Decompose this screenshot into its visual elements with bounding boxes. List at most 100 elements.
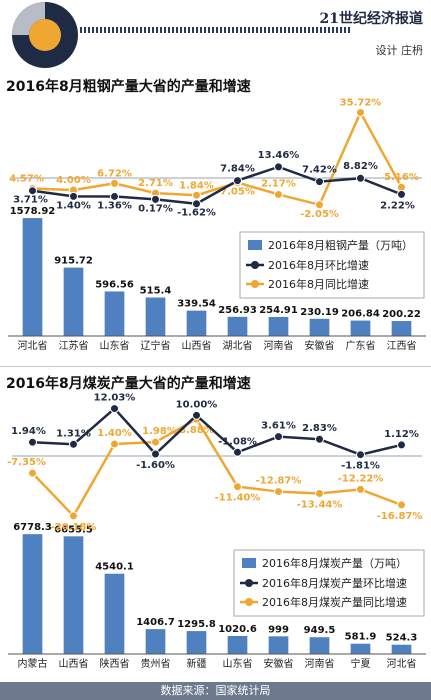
mom-value-label: 2.22%: [380, 200, 415, 211]
yoy-value-label: 4.00%: [56, 175, 91, 186]
mom-value-label: 13.46%: [258, 150, 300, 161]
bar: [22, 534, 43, 654]
mom-value-label: 1.31%: [56, 428, 91, 439]
bar: [227, 316, 248, 336]
header-stripe: [80, 27, 350, 33]
category-label: 辽宁省: [141, 339, 171, 352]
mom-point: [69, 191, 78, 201]
yoy-value-label: -2.05%: [300, 209, 339, 220]
bar-value-label: 999: [268, 624, 289, 635]
bar: [63, 536, 84, 654]
mom-value-label: 1.40%: [56, 200, 91, 211]
yoy-point: [69, 511, 78, 521]
yoy-value-label: 1.98%: [142, 426, 177, 437]
mom-line: [32, 407, 402, 456]
yoy-point: [110, 178, 119, 188]
legend-line-label: 2016年8月环比增速: [268, 258, 369, 272]
legend-marker-swatch: [245, 598, 253, 606]
mom-value-label: 0.17%: [138, 203, 173, 214]
bar-value-label: 1578.92: [10, 206, 56, 217]
mom-value-label: 7.42%: [302, 165, 337, 176]
yoy-point: [274, 487, 283, 497]
mom-value-label: 1.94%: [11, 426, 46, 437]
yoy-point: [315, 200, 324, 210]
bar-value-label: 949.5: [304, 625, 336, 636]
yoy-value-label: 2.71%: [138, 178, 173, 189]
legend-bar-swatch: [242, 558, 256, 568]
bar: [350, 320, 371, 336]
yoy-line: [32, 111, 403, 207]
category-label: 贵州省: [141, 657, 171, 670]
category-label: 江苏省: [59, 339, 89, 352]
legend-line-label: 2016年8月同比增速: [268, 277, 369, 291]
yoy-point: [28, 468, 37, 478]
bar: [309, 637, 330, 654]
category-label: 山西省: [182, 339, 212, 352]
mom-value-label: 2.83%: [302, 423, 337, 434]
legend-box: [239, 231, 425, 299]
yoy-value-label: -13.44%: [297, 499, 343, 510]
category-label: 河南省: [264, 339, 294, 352]
masthead: 21世纪经济报道: [319, 11, 423, 27]
mom-line: [32, 165, 402, 205]
category-label: 湖北省: [223, 339, 253, 352]
mom-point: [28, 437, 37, 447]
yoy-value-label: -11.40%: [215, 493, 261, 504]
mom-value-label: 7.84%: [220, 164, 255, 175]
bar-value-label: 200.22: [382, 309, 421, 320]
yoy-point: [110, 439, 119, 449]
category-label: 广东省: [346, 339, 376, 352]
bar: [63, 267, 84, 336]
category-label: 内蒙古: [18, 657, 48, 670]
mom-point: [397, 440, 406, 450]
bar: [186, 310, 207, 336]
mom-point: [315, 434, 324, 444]
yoy-value-label: 4.57%: [9, 174, 44, 185]
mom-point: [356, 173, 365, 183]
category-label: 江西省: [387, 339, 417, 352]
category-label: 陕西省: [100, 657, 130, 670]
bar-value-label: 6778.3: [13, 522, 52, 533]
legend-marker-swatch: [251, 280, 259, 288]
yoy-value-label: 1.40%: [97, 428, 132, 439]
legend-bar-swatch: [248, 240, 262, 250]
bar-value-label: 524.3: [386, 633, 418, 644]
category-label: 山东省: [223, 657, 253, 670]
yoy-value-label: 7.05%: [220, 187, 255, 198]
bar: [268, 316, 289, 336]
bar: [104, 573, 125, 654]
category-label: 山东省: [100, 339, 130, 352]
bar: [227, 635, 248, 654]
mom-value-label: 1.36%: [97, 200, 132, 211]
bar: [391, 644, 412, 654]
legend-line-label: 2016年8月煤炭产量同比增速: [262, 595, 407, 609]
bar-value-label: 4540.1: [95, 562, 134, 573]
yoy-value-label: 2.17%: [261, 178, 296, 189]
mom-point: [274, 432, 283, 442]
coal-section-title: 2016年8月煤炭产量大省的产量和增速: [6, 376, 251, 392]
header: 21世纪经济报道 设计 庄枬: [0, 0, 431, 68]
category-label: 安徽省: [264, 657, 294, 670]
legend-marker-swatch: [251, 261, 259, 269]
steel-section-title: 2016年8月粗钢产量大省的产量和增速: [6, 79, 251, 95]
newspaper-logo-icon: [12, 2, 78, 68]
category-label: 新疆: [187, 657, 207, 670]
category-label: 宁夏: [351, 657, 371, 670]
bar: [186, 631, 207, 654]
source-footer: 数据来源：国家统计局: [0, 682, 431, 700]
mom-point: [151, 449, 160, 459]
bar-value-label: 515.4: [140, 286, 172, 297]
category-label: 山西省: [59, 657, 89, 670]
mom-value-label: 1.12%: [384, 429, 419, 440]
bar-value-label: 256.93: [218, 305, 257, 316]
bar-value-label: 1020.6: [218, 624, 257, 635]
bar-value-label: 915.72: [54, 256, 93, 267]
category-label: 河南省: [305, 657, 335, 670]
mom-value-label: 3.61%: [261, 421, 296, 432]
mom-value-label: -1.62%: [177, 208, 216, 219]
design-credit: 设计 庄枬: [375, 44, 424, 57]
legend-marker-swatch: [245, 579, 253, 587]
bar: [350, 643, 371, 654]
bar: [309, 318, 330, 336]
mom-point: [274, 162, 283, 172]
